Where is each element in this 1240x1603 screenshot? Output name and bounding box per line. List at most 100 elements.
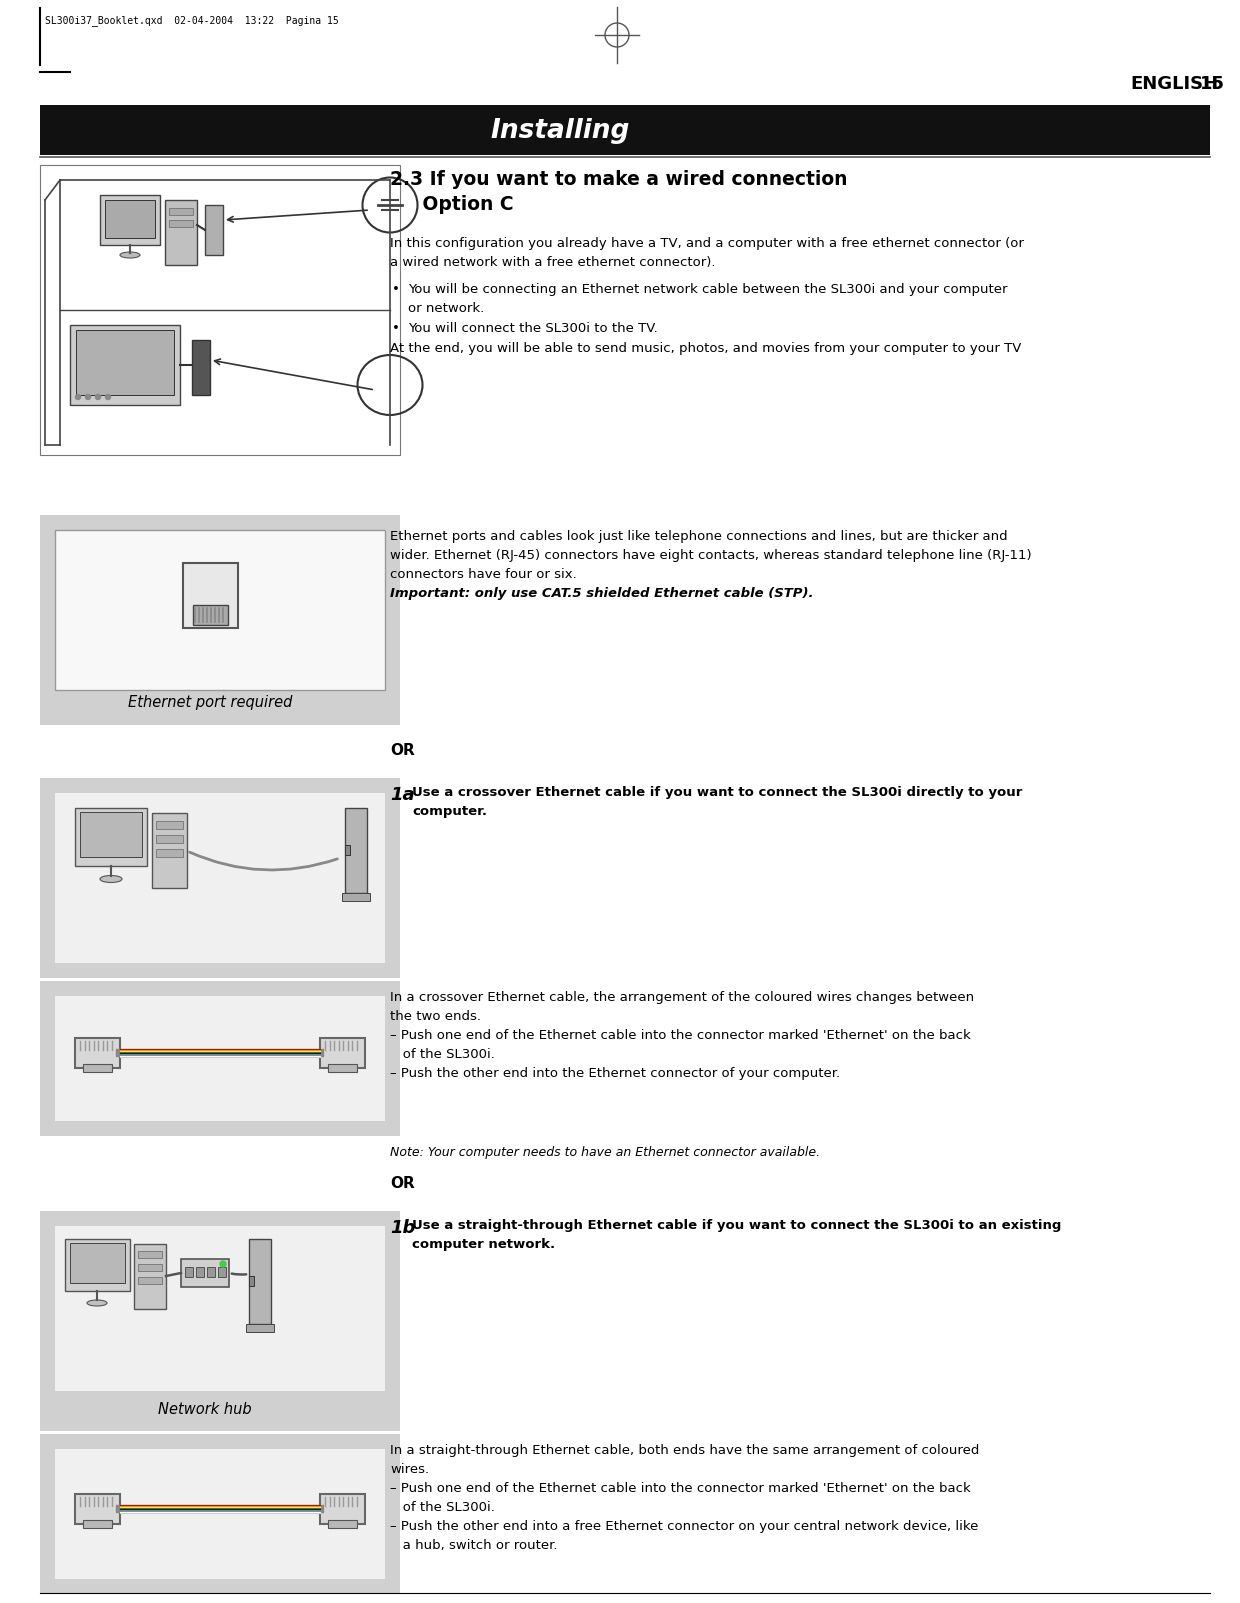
Text: of the SL300i.: of the SL300i.: [391, 1048, 495, 1061]
Ellipse shape: [120, 252, 140, 258]
Text: – Push the other end into a free Ethernet connector on your central network devi: – Push the other end into a free Etherne…: [391, 1520, 978, 1532]
Bar: [83, 1064, 112, 1072]
Bar: [193, 604, 228, 625]
Text: a wired network with a free ethernet connector).: a wired network with a free ethernet con…: [391, 256, 715, 269]
Text: a hub, switch or router.: a hub, switch or router.: [391, 1539, 558, 1552]
Text: computer.: computer.: [412, 805, 487, 818]
Bar: [169, 208, 193, 215]
Bar: [105, 200, 155, 237]
Bar: [156, 835, 184, 843]
Bar: [55, 1449, 384, 1579]
Bar: [83, 1520, 112, 1528]
Bar: [345, 808, 367, 893]
Bar: [55, 793, 384, 963]
Text: In a straight-through Ethernet cable, both ends have the same arrangement of col: In a straight-through Ethernet cable, bo…: [391, 1444, 980, 1457]
Text: wider. Ethernet (RJ-45) connectors have eight contacts, whereas standard telepho: wider. Ethernet (RJ-45) connectors have …: [391, 548, 1032, 563]
Text: 1a: 1a: [391, 785, 414, 805]
Bar: [185, 1266, 193, 1278]
Text: In this configuration you already have a TV, and a computer with a free ethernet: In this configuration you already have a…: [391, 237, 1024, 250]
Text: 15: 15: [1200, 75, 1225, 93]
Bar: [76, 330, 174, 394]
Bar: [329, 1520, 357, 1528]
Text: You will be connecting an Ethernet network cable between the SL300i and your com: You will be connecting an Ethernet netwo…: [408, 284, 1007, 297]
Text: – Push one end of the Ethernet cable into the connector marked 'Ethernet' on the: – Push one end of the Ethernet cable int…: [391, 1029, 971, 1042]
Bar: [100, 196, 160, 245]
Circle shape: [86, 394, 91, 399]
Bar: [345, 845, 350, 854]
Text: Use a crossover Ethernet cable if you want to connect the SL300i directly to you: Use a crossover Ethernet cable if you wa…: [412, 785, 1022, 798]
Text: OR: OR: [391, 1177, 414, 1191]
Bar: [40, 106, 1210, 155]
Bar: [249, 1276, 254, 1286]
Text: – Push one end of the Ethernet cable into the connector marked 'Ethernet' on the: – Push one end of the Ethernet cable int…: [391, 1483, 971, 1496]
Text: OR: OR: [391, 744, 414, 758]
Text: In a crossover Ethernet cable, the arrangement of the coloured wires changes bet: In a crossover Ethernet cable, the arran…: [391, 991, 975, 1003]
Text: or network.: or network.: [408, 301, 485, 316]
Bar: [40, 1210, 401, 1431]
Text: – Push the other end into the Ethernet connector of your computer.: – Push the other end into the Ethernet c…: [391, 1068, 841, 1080]
Bar: [40, 1435, 401, 1593]
Bar: [69, 325, 180, 406]
Bar: [320, 1039, 365, 1068]
Bar: [55, 1226, 384, 1391]
Text: •: •: [392, 284, 399, 297]
Bar: [169, 220, 193, 228]
Bar: [205, 205, 223, 255]
Bar: [74, 1039, 120, 1068]
Bar: [156, 850, 184, 858]
Text: 2.3 If you want to make a wired connection: 2.3 If you want to make a wired connecti…: [391, 170, 847, 189]
Text: Ethernet ports and cables look just like telephone connections and lines, but ar: Ethernet ports and cables look just like…: [391, 531, 1008, 543]
Bar: [74, 1494, 120, 1524]
Bar: [134, 1244, 166, 1310]
Bar: [55, 531, 384, 689]
Circle shape: [76, 394, 81, 399]
Text: Use a straight-through Ethernet cable if you want to connect the SL300i to an ex: Use a straight-through Ethernet cable if…: [412, 1218, 1061, 1233]
Bar: [74, 808, 148, 866]
Bar: [40, 777, 401, 978]
Text: •: •: [392, 322, 399, 335]
Text: Important: only use CAT.5 shielded Ethernet cable (STP).: Important: only use CAT.5 shielded Ether…: [391, 587, 813, 600]
Circle shape: [105, 394, 110, 399]
Bar: [207, 1266, 215, 1278]
Bar: [192, 340, 210, 394]
Ellipse shape: [87, 1300, 107, 1306]
Circle shape: [95, 394, 100, 399]
FancyArrowPatch shape: [190, 853, 337, 870]
Bar: [40, 515, 401, 725]
Text: of the SL300i.: of the SL300i.: [391, 1500, 495, 1513]
Bar: [184, 563, 238, 628]
Bar: [69, 1242, 125, 1282]
Bar: [138, 1250, 162, 1258]
Bar: [329, 1064, 357, 1072]
Text: the two ends.: the two ends.: [391, 1010, 481, 1023]
Text: Network hub: Network hub: [159, 1401, 252, 1417]
Text: 1b: 1b: [391, 1218, 415, 1238]
Text: wires.: wires.: [391, 1464, 429, 1476]
Bar: [249, 1239, 272, 1324]
Bar: [342, 893, 370, 901]
Bar: [165, 200, 197, 264]
Bar: [81, 813, 143, 858]
Bar: [196, 1266, 205, 1278]
Text: Note: Your computer needs to have an Ethernet connector available.: Note: Your computer needs to have an Eth…: [391, 1146, 820, 1159]
Bar: [55, 995, 384, 1120]
Text: Installing: Installing: [490, 119, 630, 144]
Bar: [218, 1266, 226, 1278]
Text: At the end, you will be able to send music, photos, and movies from your compute: At the end, you will be able to send mus…: [391, 341, 1022, 354]
Text: Ethernet port required: Ethernet port required: [128, 696, 293, 710]
Text: You will connect the SL300i to the TV.: You will connect the SL300i to the TV.: [408, 322, 657, 335]
Bar: [138, 1265, 162, 1271]
Bar: [153, 813, 187, 888]
Bar: [181, 1258, 229, 1287]
Bar: [138, 1278, 162, 1284]
Text: connectors have four or six.: connectors have four or six.: [391, 567, 577, 580]
Circle shape: [219, 1262, 226, 1266]
Text: Option C: Option C: [391, 196, 513, 213]
Bar: [40, 165, 401, 455]
Bar: [40, 981, 401, 1137]
Bar: [64, 1239, 130, 1290]
Text: computer network.: computer network.: [412, 1238, 556, 1250]
Text: ENGLISH: ENGLISH: [1130, 75, 1218, 93]
Bar: [320, 1494, 365, 1524]
Text: SL300i37_Booklet.qxd  02-04-2004  13:22  Pagina 15: SL300i37_Booklet.qxd 02-04-2004 13:22 Pa…: [45, 14, 339, 26]
